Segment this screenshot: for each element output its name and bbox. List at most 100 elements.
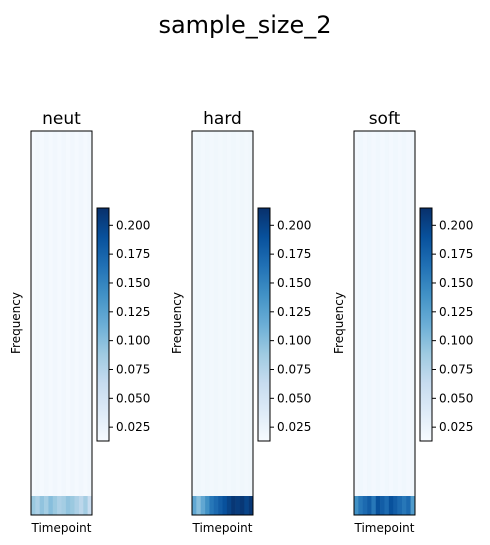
heatmap-cell	[205, 496, 210, 515]
colorbar-frame	[96, 207, 110, 442]
heatmap-cell	[70, 496, 75, 515]
heatmap-cell	[410, 496, 416, 515]
heatmap-cell	[226, 496, 232, 515]
colorbar-frame	[419, 207, 433, 442]
heatmap-column-texture	[87, 131, 92, 496]
heatmap-column-texture	[213, 131, 219, 496]
colorbar-tick-label: 0.175	[116, 247, 150, 261]
heatmap-cell	[52, 496, 58, 515]
colorbar-tick-label: 0.050	[277, 391, 311, 405]
heatmap-cell	[218, 496, 223, 515]
axes-frame	[30, 130, 93, 516]
heatmap-cell	[213, 496, 219, 515]
heatmap-cell	[196, 496, 202, 515]
heatmap-cell	[393, 496, 398, 515]
heatmap-cell	[388, 496, 394, 515]
heatmap-cell	[209, 496, 215, 515]
heatmap-cell	[39, 496, 45, 515]
heatmap-cell	[31, 496, 36, 515]
heatmap-column-texture	[231, 131, 236, 496]
heatmap-cell	[401, 496, 407, 515]
heatmap-panels: neut Timepoint Frequency 0.025 0.050 0.075 0.1…	[9, 109, 473, 535]
y-axis-label: Frequency	[9, 292, 23, 354]
heatmap-column-texture	[375, 131, 381, 496]
heatmap-cell	[87, 496, 93, 515]
heatmap-cell	[48, 496, 54, 515]
heatmap-cell	[244, 496, 249, 515]
panel-title: neut	[42, 109, 81, 129]
heatmap-cell	[235, 496, 241, 515]
heatmap-cell	[83, 496, 88, 515]
colorbar-gradient	[420, 208, 432, 441]
colorbar: 0.025 0.050 0.075 0.100 0.125 0.150 0.175 0.200	[96, 207, 150, 442]
heatmap-column-texture	[44, 131, 49, 496]
heatmap-column-texture	[205, 131, 210, 496]
heatmap-column-texture	[239, 131, 245, 496]
heatmap-cell	[380, 496, 385, 515]
heatmap-cell	[65, 496, 71, 515]
heatmap-column-texture	[52, 131, 58, 496]
colorbar-tick-label: 0.200	[277, 218, 311, 232]
heatmap-column-texture	[70, 131, 75, 496]
heatmap-column-texture	[384, 131, 389, 496]
heatmap-cell	[192, 496, 197, 515]
heatmap-cell	[239, 496, 245, 515]
heatmap-column-texture	[196, 131, 201, 496]
heatmap-cell	[35, 496, 41, 515]
heatmap-cell	[384, 496, 390, 515]
colorbar-tick-label: 0.175	[277, 247, 311, 261]
heatmap-cell	[248, 496, 254, 515]
colorbar-tick-label: 0.125	[439, 305, 473, 319]
heatmap-panel-neut: neut Timepoint Frequency 0.025 0.050 0.075 0.1…	[9, 109, 150, 535]
heatmap-panel-soft: soft Timepoint Frequency 0.025 0.050 0.075 0.1…	[332, 109, 473, 535]
panel-title: hard	[203, 109, 242, 129]
heatmap-cell	[200, 496, 206, 515]
heatmap-column-texture	[35, 131, 40, 496]
x-axis-label: Timepoint	[31, 521, 92, 535]
colorbar-tick-label: 0.150	[439, 276, 473, 290]
heatmap-cell	[44, 496, 49, 515]
heatmap-cell	[375, 496, 381, 515]
heatmap-cell	[78, 496, 84, 515]
colorbar-tick-label: 0.100	[116, 334, 150, 348]
colorbar-tick-label: 0.100	[439, 334, 473, 348]
heatmap-column-texture	[358, 131, 363, 496]
colorbar-tick-label: 0.200	[116, 218, 150, 232]
heatmap-cell	[61, 496, 67, 515]
colorbar-tick-label: 0.025	[277, 420, 311, 434]
heatmap-cell	[371, 496, 377, 515]
axes-frame	[353, 130, 416, 516]
colorbar-tick-label: 0.125	[116, 305, 150, 319]
colorbar-frame	[257, 207, 271, 442]
colorbar-gradient	[97, 208, 109, 441]
colorbar-tick-label: 0.075	[439, 362, 473, 376]
colorbar-tick-label: 0.200	[439, 218, 473, 232]
heatmap-cell	[57, 496, 62, 515]
heatmap-cell	[406, 496, 411, 515]
heatmap-panel-hard: hard Timepoint Frequency 0.025 0.050 0.075 0.1…	[170, 109, 311, 535]
x-axis-label: Timepoint	[354, 521, 415, 535]
heatmap-cell	[362, 496, 368, 515]
colorbar: 0.025 0.050 0.075 0.100 0.125 0.150 0.175 0.200	[419, 207, 473, 442]
heatmap-column-texture	[248, 131, 253, 496]
heatmap-cell	[358, 496, 364, 515]
heatmap-cell	[367, 496, 372, 515]
colorbar-tick-label: 0.100	[277, 334, 311, 348]
heatmap-cell	[354, 496, 359, 515]
colorbar-tick-label: 0.050	[116, 391, 150, 405]
colorbar: 0.025 0.050 0.075 0.100 0.125 0.150 0.175 0.200	[257, 207, 311, 442]
y-axis-label: Frequency	[170, 292, 184, 354]
panel-title: soft	[369, 109, 401, 129]
heatmap-cell	[222, 496, 228, 515]
colorbar-tick-label: 0.075	[277, 362, 311, 376]
colorbar-tick-label: 0.150	[116, 276, 150, 290]
heatmap-column-texture	[410, 131, 415, 496]
y-axis-label: Frequency	[332, 292, 346, 354]
heatmap-cell	[231, 496, 236, 515]
colorbar-tick-label: 0.175	[439, 247, 473, 261]
colorbar-tick-label: 0.125	[277, 305, 311, 319]
colorbar-tick-label: 0.025	[116, 420, 150, 434]
x-axis-label: Timepoint	[192, 521, 253, 535]
heatmap-column-texture	[401, 131, 407, 496]
